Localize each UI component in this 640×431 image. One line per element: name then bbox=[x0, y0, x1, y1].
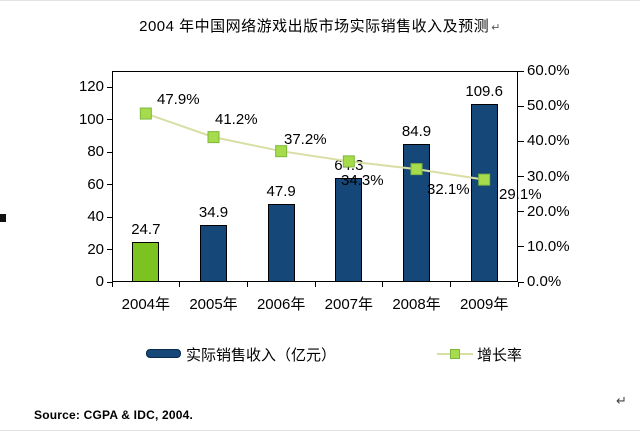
revenue-value-label: 84.9 bbox=[401, 123, 432, 141]
revenue-bar-2006年 bbox=[267, 204, 295, 282]
left-axis-tick bbox=[107, 151, 112, 153]
revenue-bar-2007年 bbox=[335, 177, 363, 282]
revenue-value-label: 47.9 bbox=[266, 183, 296, 201]
stray-mark bbox=[0, 214, 6, 222]
page-paragraph-mark-icon: ↵ bbox=[616, 393, 627, 408]
x-axis-tick bbox=[246, 282, 248, 287]
x-axis-category-label: 2009年 bbox=[459, 296, 509, 313]
growth-value-label: 41.2% bbox=[215, 111, 258, 128]
right-axis-tick bbox=[518, 140, 524, 142]
growth-value-label: 47.9% bbox=[157, 91, 200, 108]
legend-growth-marker-icon bbox=[450, 349, 460, 359]
revenue-bar-2005年 bbox=[200, 225, 227, 282]
left-axis-tick bbox=[107, 86, 112, 88]
paragraph-mark-icon: ↵ bbox=[491, 22, 501, 34]
x-axis-tick bbox=[111, 282, 113, 287]
left-axis-tick bbox=[107, 281, 112, 283]
x-axis-category-label: 2008年 bbox=[392, 296, 441, 313]
right-axis-label: 40.0% bbox=[527, 132, 570, 150]
left-axis-tick bbox=[107, 119, 112, 121]
right-axis-label: 10.0% bbox=[527, 237, 570, 255]
x-axis-category-label: 2007年 bbox=[324, 296, 374, 313]
revenue-bar-2004年 bbox=[132, 241, 160, 282]
right-axis-label: 50.0% bbox=[527, 97, 570, 115]
right-axis-label: 30.0% bbox=[527, 167, 570, 185]
left-axis-label: 20 bbox=[87, 240, 104, 258]
right-axis-tick bbox=[518, 211, 524, 213]
revenue-value-label: 24.7 bbox=[131, 220, 161, 238]
x-axis-tick bbox=[449, 282, 451, 287]
plot-frame bbox=[112, 71, 518, 282]
chart-title: 2004 年中国网络游戏出版市场实际销售收入及预测 ↵ bbox=[0, 15, 640, 36]
revenue-value-label: 109.6 bbox=[465, 83, 503, 101]
left-axis-tick bbox=[107, 184, 112, 186]
x-axis-category-label: 2004年 bbox=[121, 296, 171, 313]
left-axis-label: 60 bbox=[87, 175, 104, 193]
x-axis-category-label: 2005年 bbox=[189, 296, 238, 313]
right-axis-tick bbox=[518, 281, 524, 283]
x-axis-tick bbox=[179, 282, 181, 287]
right-axis-tick bbox=[518, 246, 524, 248]
x-axis-tick bbox=[314, 282, 316, 287]
growth-value-label: 32.1% bbox=[427, 181, 470, 198]
revenue-bar-2009年 bbox=[470, 104, 498, 282]
revenue-bar-2008年 bbox=[403, 144, 430, 282]
growth-value-label: 29.1% bbox=[499, 186, 542, 203]
right-axis-tick bbox=[518, 70, 524, 72]
x-axis-tick bbox=[517, 282, 519, 287]
right-axis-label: 20.0% bbox=[527, 202, 570, 220]
x-axis-tick bbox=[382, 282, 384, 287]
right-axis-label: 60.0% bbox=[527, 62, 570, 79]
left-axis-label: 80 bbox=[87, 143, 104, 161]
growth-value-label: 37.2% bbox=[284, 131, 327, 148]
legend-growth-label: 增长率 bbox=[477, 347, 523, 364]
growth-value-label: 34.3% bbox=[341, 172, 384, 189]
right-axis-tick bbox=[518, 176, 524, 177]
left-axis-label: 120 bbox=[78, 78, 104, 96]
legend-revenue-swatch bbox=[146, 349, 181, 358]
source-note: Source: CGPA & IDC, 2004. bbox=[34, 408, 194, 422]
right-axis-label: 0.0% bbox=[527, 273, 562, 290]
left-axis-tick bbox=[107, 216, 112, 218]
left-axis-label: 40 bbox=[87, 208, 104, 226]
legend-revenue-label: 实际销售收入（亿元） bbox=[186, 347, 337, 364]
right-axis-tick bbox=[518, 105, 524, 107]
revenue-value-label: 34.9 bbox=[198, 204, 229, 222]
x-axis-category-label: 2006年 bbox=[256, 296, 306, 313]
chart-title-text: 2004 年中国网络游戏出版市场实际销售收入及预测 bbox=[139, 18, 490, 35]
left-axis-tick bbox=[107, 249, 112, 251]
left-axis-label: 0 bbox=[95, 273, 104, 290]
left-axis-label: 100 bbox=[78, 110, 104, 128]
